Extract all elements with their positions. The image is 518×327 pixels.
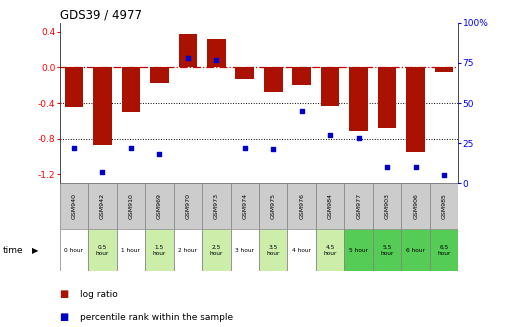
Bar [293,67,311,85]
Text: 5 hour: 5 hour [349,248,368,253]
Bar [60,183,88,229]
Bar [65,67,83,108]
Text: GSM906: GSM906 [413,193,418,219]
Text: 2 hour: 2 hour [178,248,197,253]
Text: ■: ■ [60,289,69,299]
Point [212,57,221,62]
Bar [117,229,145,271]
Point [354,136,363,141]
Text: log ratio: log ratio [80,290,118,299]
Text: GSM973: GSM973 [214,193,219,219]
Text: 4 hour: 4 hour [292,248,311,253]
Bar [264,67,282,92]
Bar [236,67,254,79]
Bar [202,183,231,229]
Bar [321,67,339,106]
Bar [430,229,458,271]
Text: 5.5
hour: 5.5 hour [381,245,394,256]
Point [98,169,107,175]
Text: GSM910: GSM910 [128,193,133,219]
Bar [373,229,401,271]
Bar [174,183,202,229]
Text: time: time [3,246,23,255]
Bar [430,183,458,229]
Bar [202,229,231,271]
Text: 4.5
hour: 4.5 hour [324,245,337,256]
Text: GSM975: GSM975 [271,193,276,219]
Bar [316,183,344,229]
Bar [60,229,88,271]
Text: 3.5
hour: 3.5 hour [267,245,280,256]
Point [155,152,164,157]
Text: 3 hour: 3 hour [235,248,254,253]
Bar [435,67,453,72]
Text: GSM942: GSM942 [100,193,105,219]
Bar [88,229,117,271]
Text: 1.5
hour: 1.5 hour [153,245,166,256]
Bar [287,229,316,271]
Point [440,173,449,178]
Bar [378,67,396,128]
Text: GSM903: GSM903 [385,193,390,219]
Point [326,132,335,138]
Point [126,145,135,150]
Text: 6 hour: 6 hour [406,248,425,253]
Bar [122,67,140,112]
Text: GSM970: GSM970 [185,193,190,219]
Bar [259,229,287,271]
Text: GSM976: GSM976 [299,193,304,219]
Bar [350,67,368,131]
Bar [344,183,373,229]
Text: GDS39 / 4977: GDS39 / 4977 [60,9,141,22]
Bar [179,34,197,67]
Text: GSM984: GSM984 [328,193,333,219]
Bar [145,183,174,229]
Text: ▶: ▶ [32,246,39,255]
Text: GSM977: GSM977 [356,193,361,219]
Point [383,164,392,170]
Text: 0 hour: 0 hour [64,248,83,253]
Bar [150,67,168,82]
Text: GSM940: GSM940 [71,193,76,219]
Point [411,164,420,170]
Bar [316,229,344,271]
Text: GSM969: GSM969 [157,193,162,219]
Bar [231,183,259,229]
Point [269,147,278,152]
Text: GSM985: GSM985 [442,193,447,219]
Bar [93,67,111,145]
Bar [373,183,401,229]
Text: 0.5
hour: 0.5 hour [96,245,109,256]
Bar [207,39,225,67]
Text: 6.5
hour: 6.5 hour [438,245,451,256]
Bar [117,183,145,229]
Bar [145,229,174,271]
Bar [231,229,259,271]
Bar [174,229,202,271]
Bar [259,183,287,229]
Bar [344,229,373,271]
Text: GSM974: GSM974 [242,193,247,219]
Bar [88,183,117,229]
Point [183,56,192,61]
Bar [401,183,430,229]
Text: 2.5
hour: 2.5 hour [210,245,223,256]
Point [69,145,78,150]
Text: ■: ■ [60,312,69,322]
Point [297,109,306,114]
Text: 1 hour: 1 hour [121,248,140,253]
Text: percentile rank within the sample: percentile rank within the sample [80,313,234,322]
Bar [401,229,430,271]
Bar [287,183,316,229]
Bar [407,67,425,152]
Point [240,145,249,150]
